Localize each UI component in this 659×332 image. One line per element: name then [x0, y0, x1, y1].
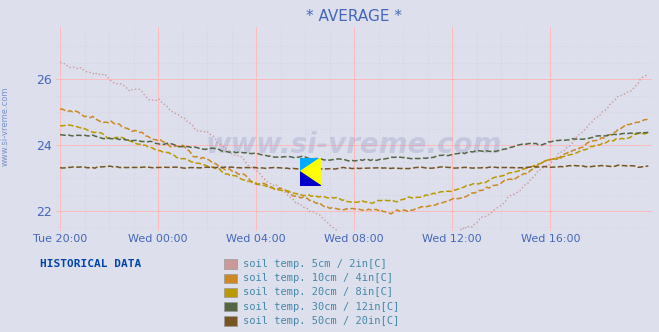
Text: soil temp. 10cm / 4in[C]: soil temp. 10cm / 4in[C] — [243, 273, 393, 283]
Text: HISTORICAL DATA: HISTORICAL DATA — [40, 259, 141, 269]
Polygon shape — [300, 158, 321, 186]
Title: * AVERAGE *: * AVERAGE * — [306, 9, 402, 24]
Text: soil temp. 20cm / 8in[C]: soil temp. 20cm / 8in[C] — [243, 288, 393, 297]
Text: soil temp. 30cm / 12in[C]: soil temp. 30cm / 12in[C] — [243, 302, 399, 312]
Text: www.si-vreme.com: www.si-vreme.com — [1, 86, 10, 166]
Polygon shape — [300, 172, 321, 186]
Polygon shape — [300, 158, 321, 186]
Text: soil temp. 5cm / 2in[C]: soil temp. 5cm / 2in[C] — [243, 259, 386, 269]
Text: soil temp. 50cm / 20in[C]: soil temp. 50cm / 20in[C] — [243, 316, 399, 326]
Text: www.si-vreme.com: www.si-vreme.com — [206, 131, 502, 159]
